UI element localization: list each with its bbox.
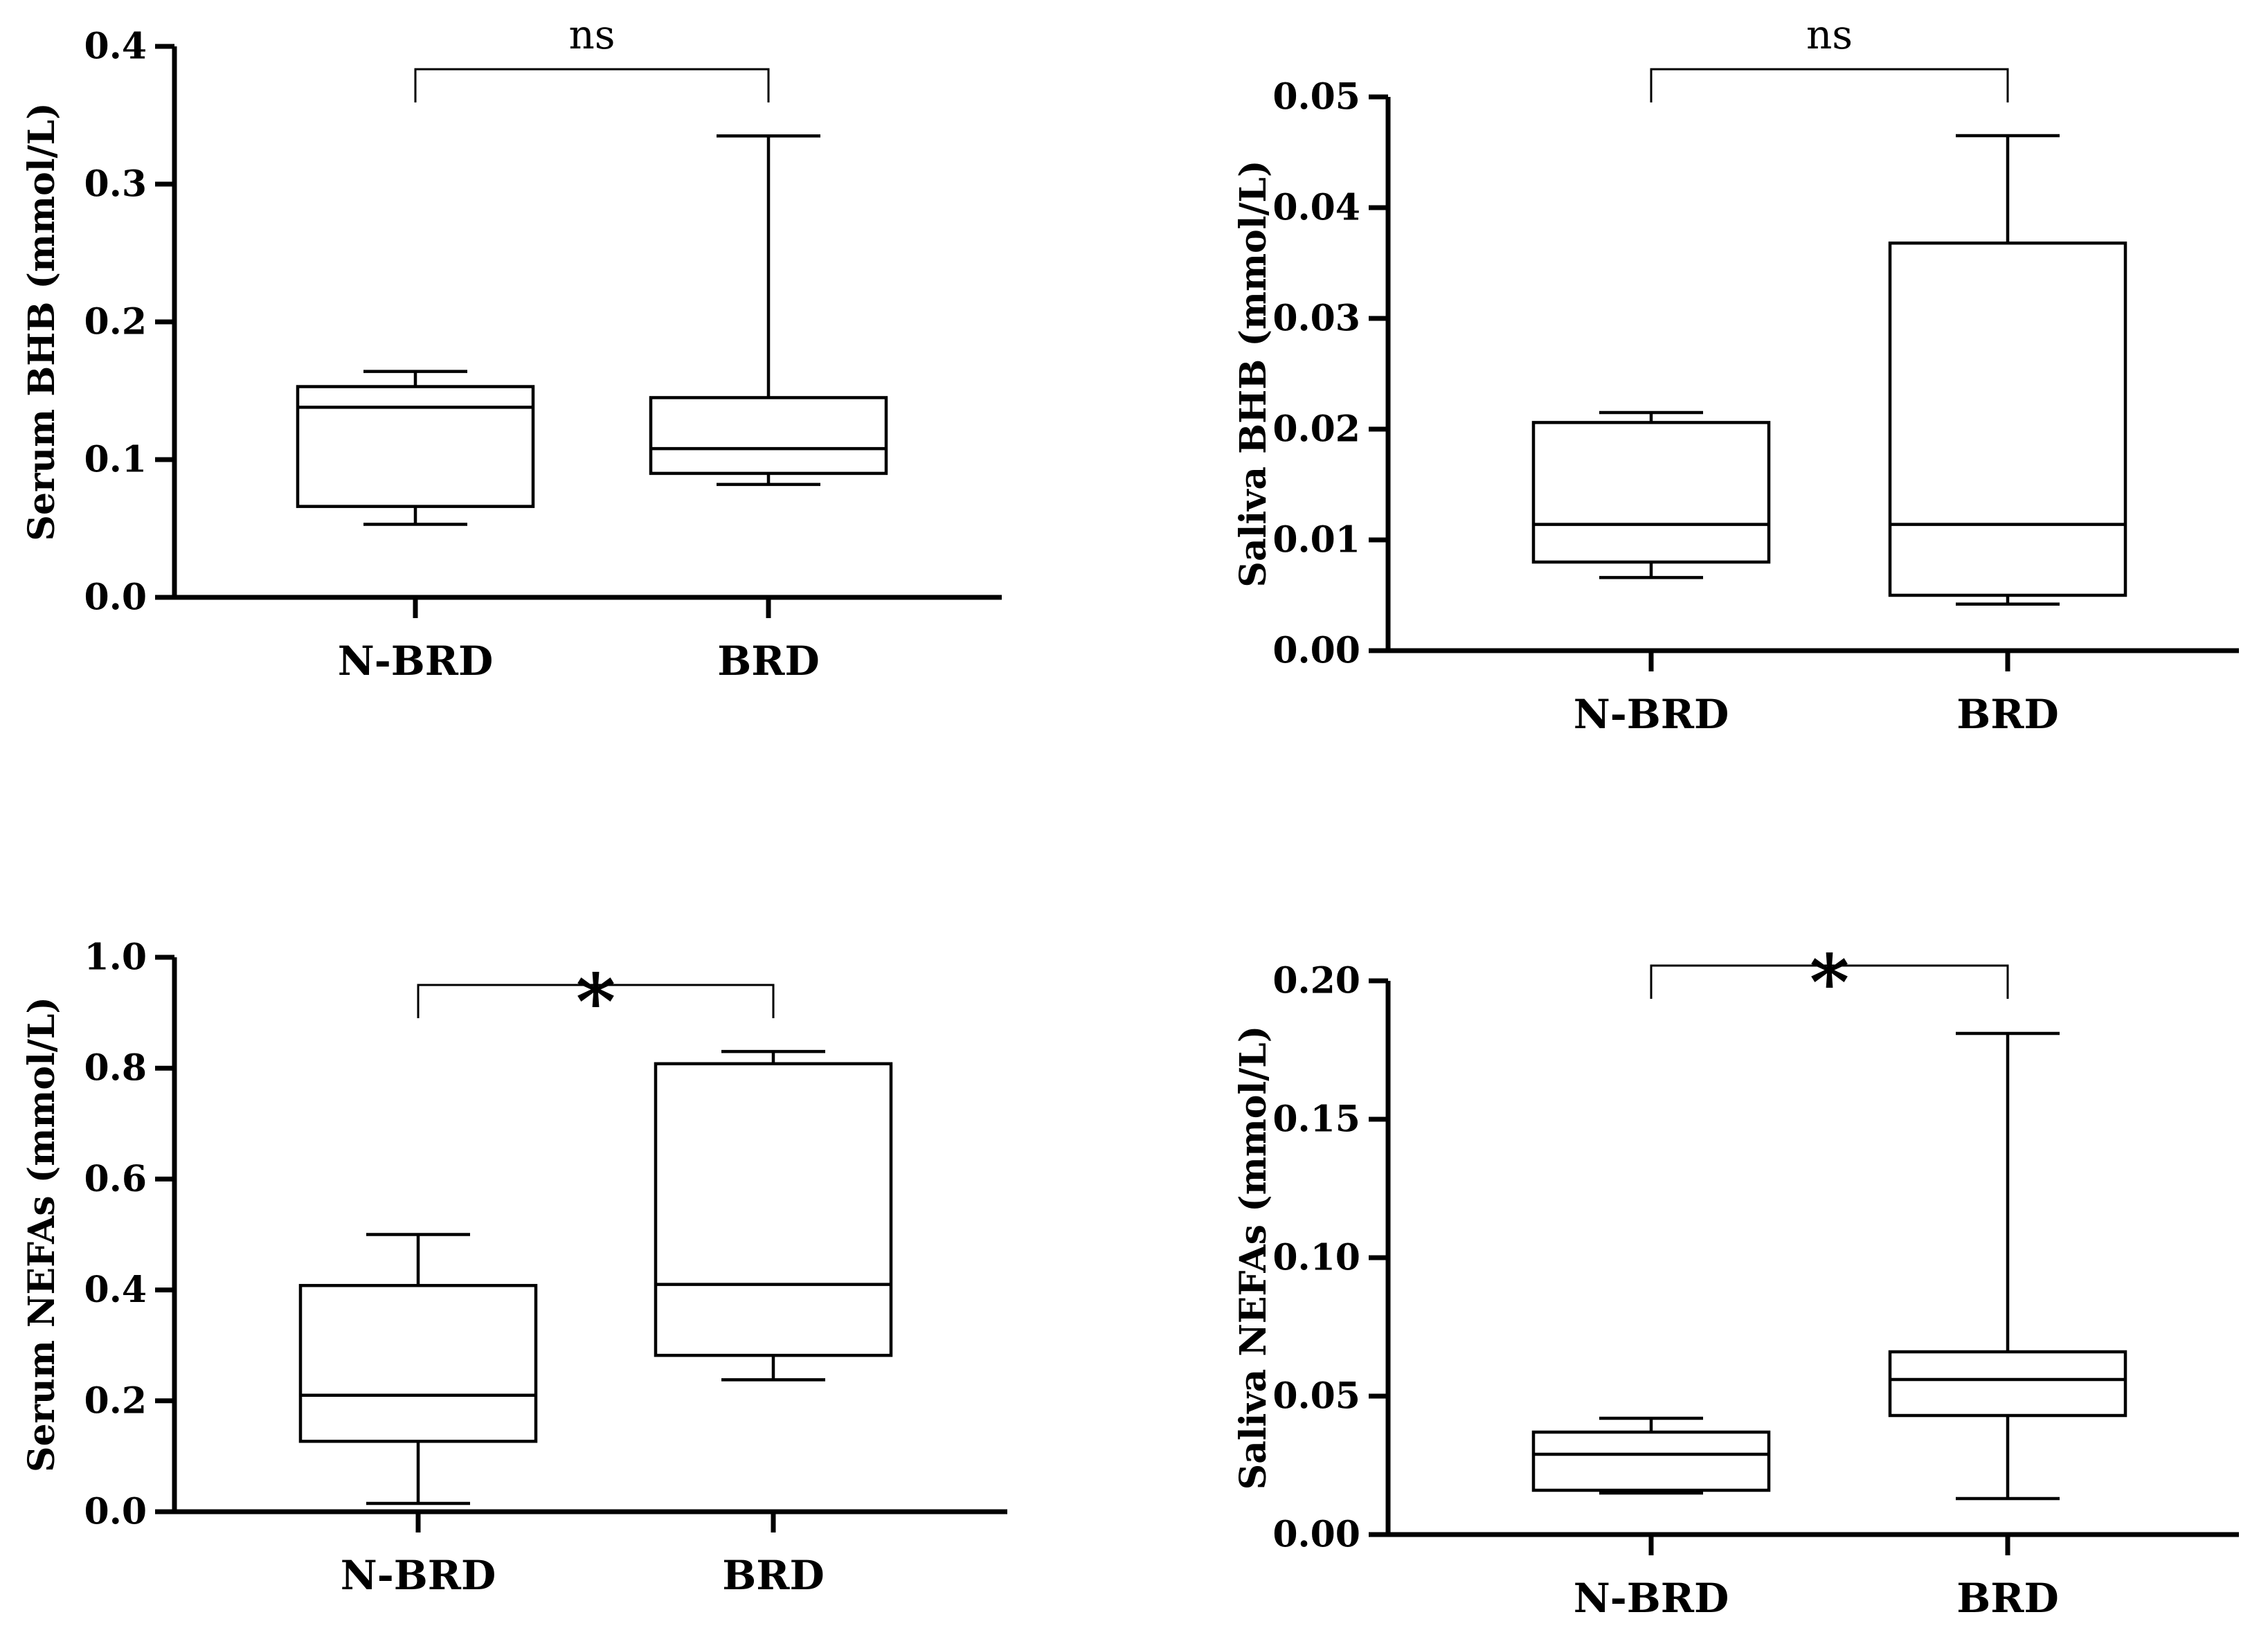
y-tick-label: 0.0 bbox=[84, 577, 147, 619]
x-category-label: BRD bbox=[717, 637, 820, 685]
y-tick-label: 0.3 bbox=[84, 163, 147, 206]
x-category-label: N-BRD bbox=[1574, 1575, 1729, 1622]
panel-serum-nefas: 0.0 0.2 0.4 0.6 0.8 1.0 N-BRD BRD Serum NEFAs (m… bbox=[21, 937, 1007, 1599]
box-iqr bbox=[1531, 1430, 1771, 1492]
y-axis-title: Serum NEFAs (mmol/L) bbox=[21, 997, 63, 1472]
y-tick-label: 0.01 bbox=[1272, 519, 1360, 561]
x-category-label: BRD bbox=[1956, 1575, 2059, 1622]
significance-label: * bbox=[1810, 938, 1850, 1027]
y-tick-label: 0.4 bbox=[84, 1269, 147, 1311]
significance-bracket bbox=[417, 984, 775, 1018]
significance-bracket bbox=[1650, 68, 2009, 102]
y-axis-title: Saliva NEFAs (mmol/L) bbox=[1232, 1026, 1275, 1490]
y-tick-label: 0.00 bbox=[1272, 1514, 1360, 1556]
x-category-label: N-BRD bbox=[1574, 691, 1729, 738]
y-tick-label: 0.20 bbox=[1272, 960, 1360, 1002]
y-tick-label: 0.02 bbox=[1272, 408, 1360, 451]
significance-label: ns bbox=[1806, 11, 1853, 58]
y-tick-label: 0.4 bbox=[84, 26, 147, 68]
y-axis-title: Serum BHB (mmol/L) bbox=[21, 102, 63, 541]
box-iqr bbox=[654, 1062, 893, 1357]
panel-saliva-bhb: 0.00 0.01 0.02 0.03 0.04 0.05 N-BRD BRD Saliva B… bbox=[1232, 11, 2239, 738]
x-category-label: N-BRD bbox=[341, 1552, 496, 1599]
y-tick-label: 0.04 bbox=[1272, 187, 1360, 229]
box-iqr bbox=[1888, 241, 2127, 597]
y-tick-label: 0.8 bbox=[84, 1047, 147, 1089]
significance-label: * bbox=[576, 957, 616, 1047]
y-tick-label: 0.0 bbox=[84, 1491, 147, 1533]
box-iqr bbox=[298, 1283, 538, 1443]
y-tick-label: 0.1 bbox=[84, 439, 147, 481]
x-category-label: BRD bbox=[1956, 691, 2059, 738]
x-category-label: BRD bbox=[722, 1552, 825, 1599]
y-tick-label: 0.15 bbox=[1272, 1098, 1360, 1141]
significance-bracket bbox=[1650, 964, 2009, 999]
y-axis-title: Saliva BHB (mmol/L) bbox=[1232, 160, 1275, 587]
box-iqr bbox=[1888, 1350, 2127, 1418]
significance-bracket bbox=[414, 68, 770, 102]
y-tick-label: 0.10 bbox=[1272, 1237, 1360, 1279]
panel-serum-bhb: 0.0 0.1 0.2 0.3 0.4 N-BRD BRD Serum BHB (mmol/L… bbox=[21, 11, 1002, 685]
x-category-label: N-BRD bbox=[338, 637, 494, 685]
y-tick-label: 0.00 bbox=[1272, 630, 1360, 672]
y-tick-label: 1.0 bbox=[84, 937, 147, 979]
panel-saliva-nefas: 0.00 0.05 0.10 0.15 0.20 N-BRD BRD Saliva NEFAs… bbox=[1232, 938, 2239, 1622]
box-iqr bbox=[1531, 421, 1771, 564]
y-tick-label: 0.6 bbox=[84, 1158, 147, 1200]
y-tick-label: 0.05 bbox=[1272, 76, 1360, 118]
box-iqr bbox=[296, 385, 535, 508]
box-iqr bbox=[649, 396, 888, 476]
y-tick-label: 0.03 bbox=[1272, 298, 1360, 340]
y-tick-label: 0.2 bbox=[84, 1380, 147, 1422]
y-tick-label: 0.05 bbox=[1272, 1375, 1360, 1418]
y-tick-label: 0.2 bbox=[84, 301, 147, 343]
significance-label: ns bbox=[568, 11, 615, 58]
